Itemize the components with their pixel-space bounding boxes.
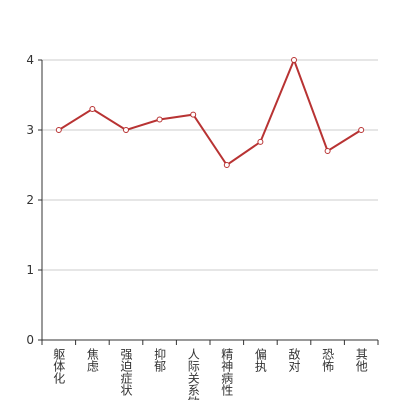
y-tick-label: 0 [26, 333, 34, 347]
y-tick-label: 2 [26, 193, 34, 207]
point [190, 111, 197, 118]
x-tick-label: 焦虑 [85, 348, 99, 372]
y-tick-label: 1 [26, 263, 34, 277]
point [291, 57, 297, 63]
x-tick-label: 恐怖 [321, 348, 335, 372]
point [358, 127, 365, 133]
x-tick-label: 人际关系敏感 [186, 348, 200, 400]
point [55, 127, 62, 133]
x-tick-label: 强迫症状 [119, 348, 133, 396]
x-tick-label: 躯体化 [52, 347, 66, 385]
point [324, 148, 331, 154]
y-tick-label: 4 [26, 53, 34, 67]
point [223, 162, 230, 168]
x-tick-label: 精神病性 [220, 348, 234, 397]
x-tick-label: 敌对 [287, 347, 301, 372]
x-tick-label: 其他 [354, 348, 368, 372]
line [58, 57, 362, 167]
y-tick-label: 3 [26, 123, 34, 137]
point [123, 127, 129, 133]
point [156, 116, 163, 123]
point [257, 138, 264, 145]
point [89, 106, 96, 112]
x-tick-label: 抑郁 [153, 347, 167, 373]
x-tick-label: 偏执 [253, 347, 267, 373]
